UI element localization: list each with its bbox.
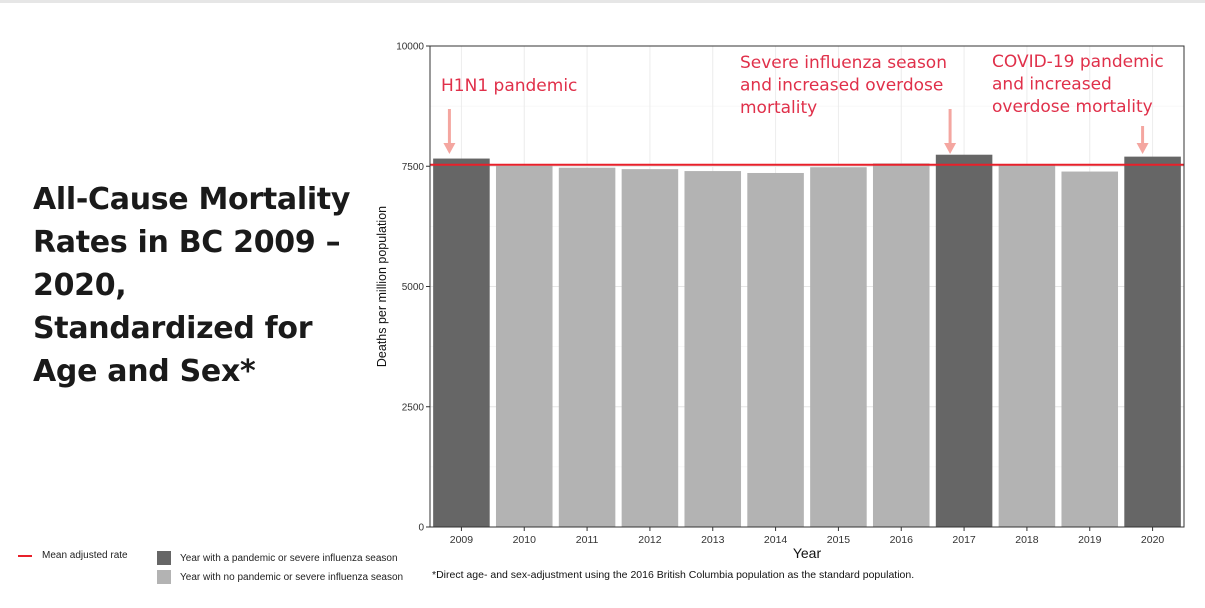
annotation-line: overdose mortality — [992, 97, 1153, 117]
x-tick-label: 2014 — [764, 534, 788, 546]
annotation-line: Severe influenza season — [740, 53, 947, 73]
x-tick-label: 2017 — [952, 534, 976, 546]
bar-2020 — [1124, 156, 1181, 527]
bar-2012 — [621, 169, 679, 528]
annotation-2017: Severe influenza season and increased ove… — [740, 53, 947, 118]
legend-pandemic-label: Year with a pandemic or severe influenza… — [180, 552, 398, 564]
bar-2013 — [684, 171, 742, 527]
annotation-arrow-head — [443, 143, 456, 154]
x-tick-label: 2015 — [827, 534, 851, 546]
annotation-2009: H1N1 pandemic — [441, 76, 577, 96]
bar-2015 — [810, 167, 867, 527]
x-tick-label: 2010 — [513, 534, 537, 546]
no-pandemic-swatch — [157, 570, 171, 584]
legend-bars: Year with a pandemic or severe influenza… — [157, 550, 403, 588]
bar-2009 — [433, 158, 490, 527]
y-tick-label: 10000 — [396, 42, 424, 53]
annotation-line: COVID-19 pandemic — [992, 52, 1164, 72]
bar-2016 — [872, 163, 930, 527]
annotation-line: H1N1 pandemic — [441, 76, 577, 96]
legend-pandemic: Year with a pandemic or severe influenza… — [157, 550, 403, 566]
annotation-arrow-head — [1136, 143, 1149, 154]
annotation-2020: COVID-19 pandemic and increased overdose m… — [992, 52, 1164, 117]
x-tick-label: 2016 — [890, 534, 914, 546]
mean-line-swatch — [18, 554, 32, 557]
legend-mean: Mean adjusted rate — [18, 550, 128, 561]
x-tick-label: 2013 — [701, 534, 725, 546]
y-tick-label: 0 — [418, 523, 424, 534]
y-tick-label: 5000 — [402, 282, 425, 293]
y-tick-label: 7500 — [402, 162, 425, 173]
x-axis-label: Year — [793, 545, 822, 561]
legend-no-pandemic-label: Year with no pandemic or severe influenz… — [180, 571, 404, 583]
legend-mean-label: Mean adjusted rate — [42, 550, 128, 561]
top-rule — [0, 0, 1205, 3]
y-axis-label: Deaths per million population — [375, 206, 389, 367]
annotation-arrow-head — [944, 143, 957, 154]
bar-2018 — [998, 164, 1056, 528]
y-tick-label: 2500 — [402, 402, 425, 413]
annotation-line: and increased — [992, 75, 1112, 95]
bar-2014 — [747, 172, 804, 527]
pandemic-swatch — [157, 551, 171, 565]
annotation-line: and increased overdose — [740, 76, 943, 96]
bar-2010 — [495, 165, 553, 528]
x-tick-label: 2018 — [1015, 534, 1039, 546]
footnote: *Direct age- and sex-adjustment using th… — [432, 569, 915, 581]
x-tick-label: 2020 — [1141, 534, 1165, 546]
x-tick-label: 2019 — [1078, 534, 1102, 546]
legend-no-pandemic: Year with no pandemic or severe influenz… — [157, 569, 403, 585]
page-title: All-Cause Mortality Rates in BC 2009 – 2… — [33, 182, 351, 389]
x-tick-label: 2009 — [450, 534, 474, 546]
annotation-line: mortality — [740, 98, 817, 118]
x-tick-label: 2012 — [638, 534, 662, 546]
x-tick-label: 2011 — [576, 534, 599, 546]
bar-2019 — [1061, 171, 1119, 527]
bar-2011 — [558, 167, 616, 527]
bar-2017 — [935, 154, 993, 527]
